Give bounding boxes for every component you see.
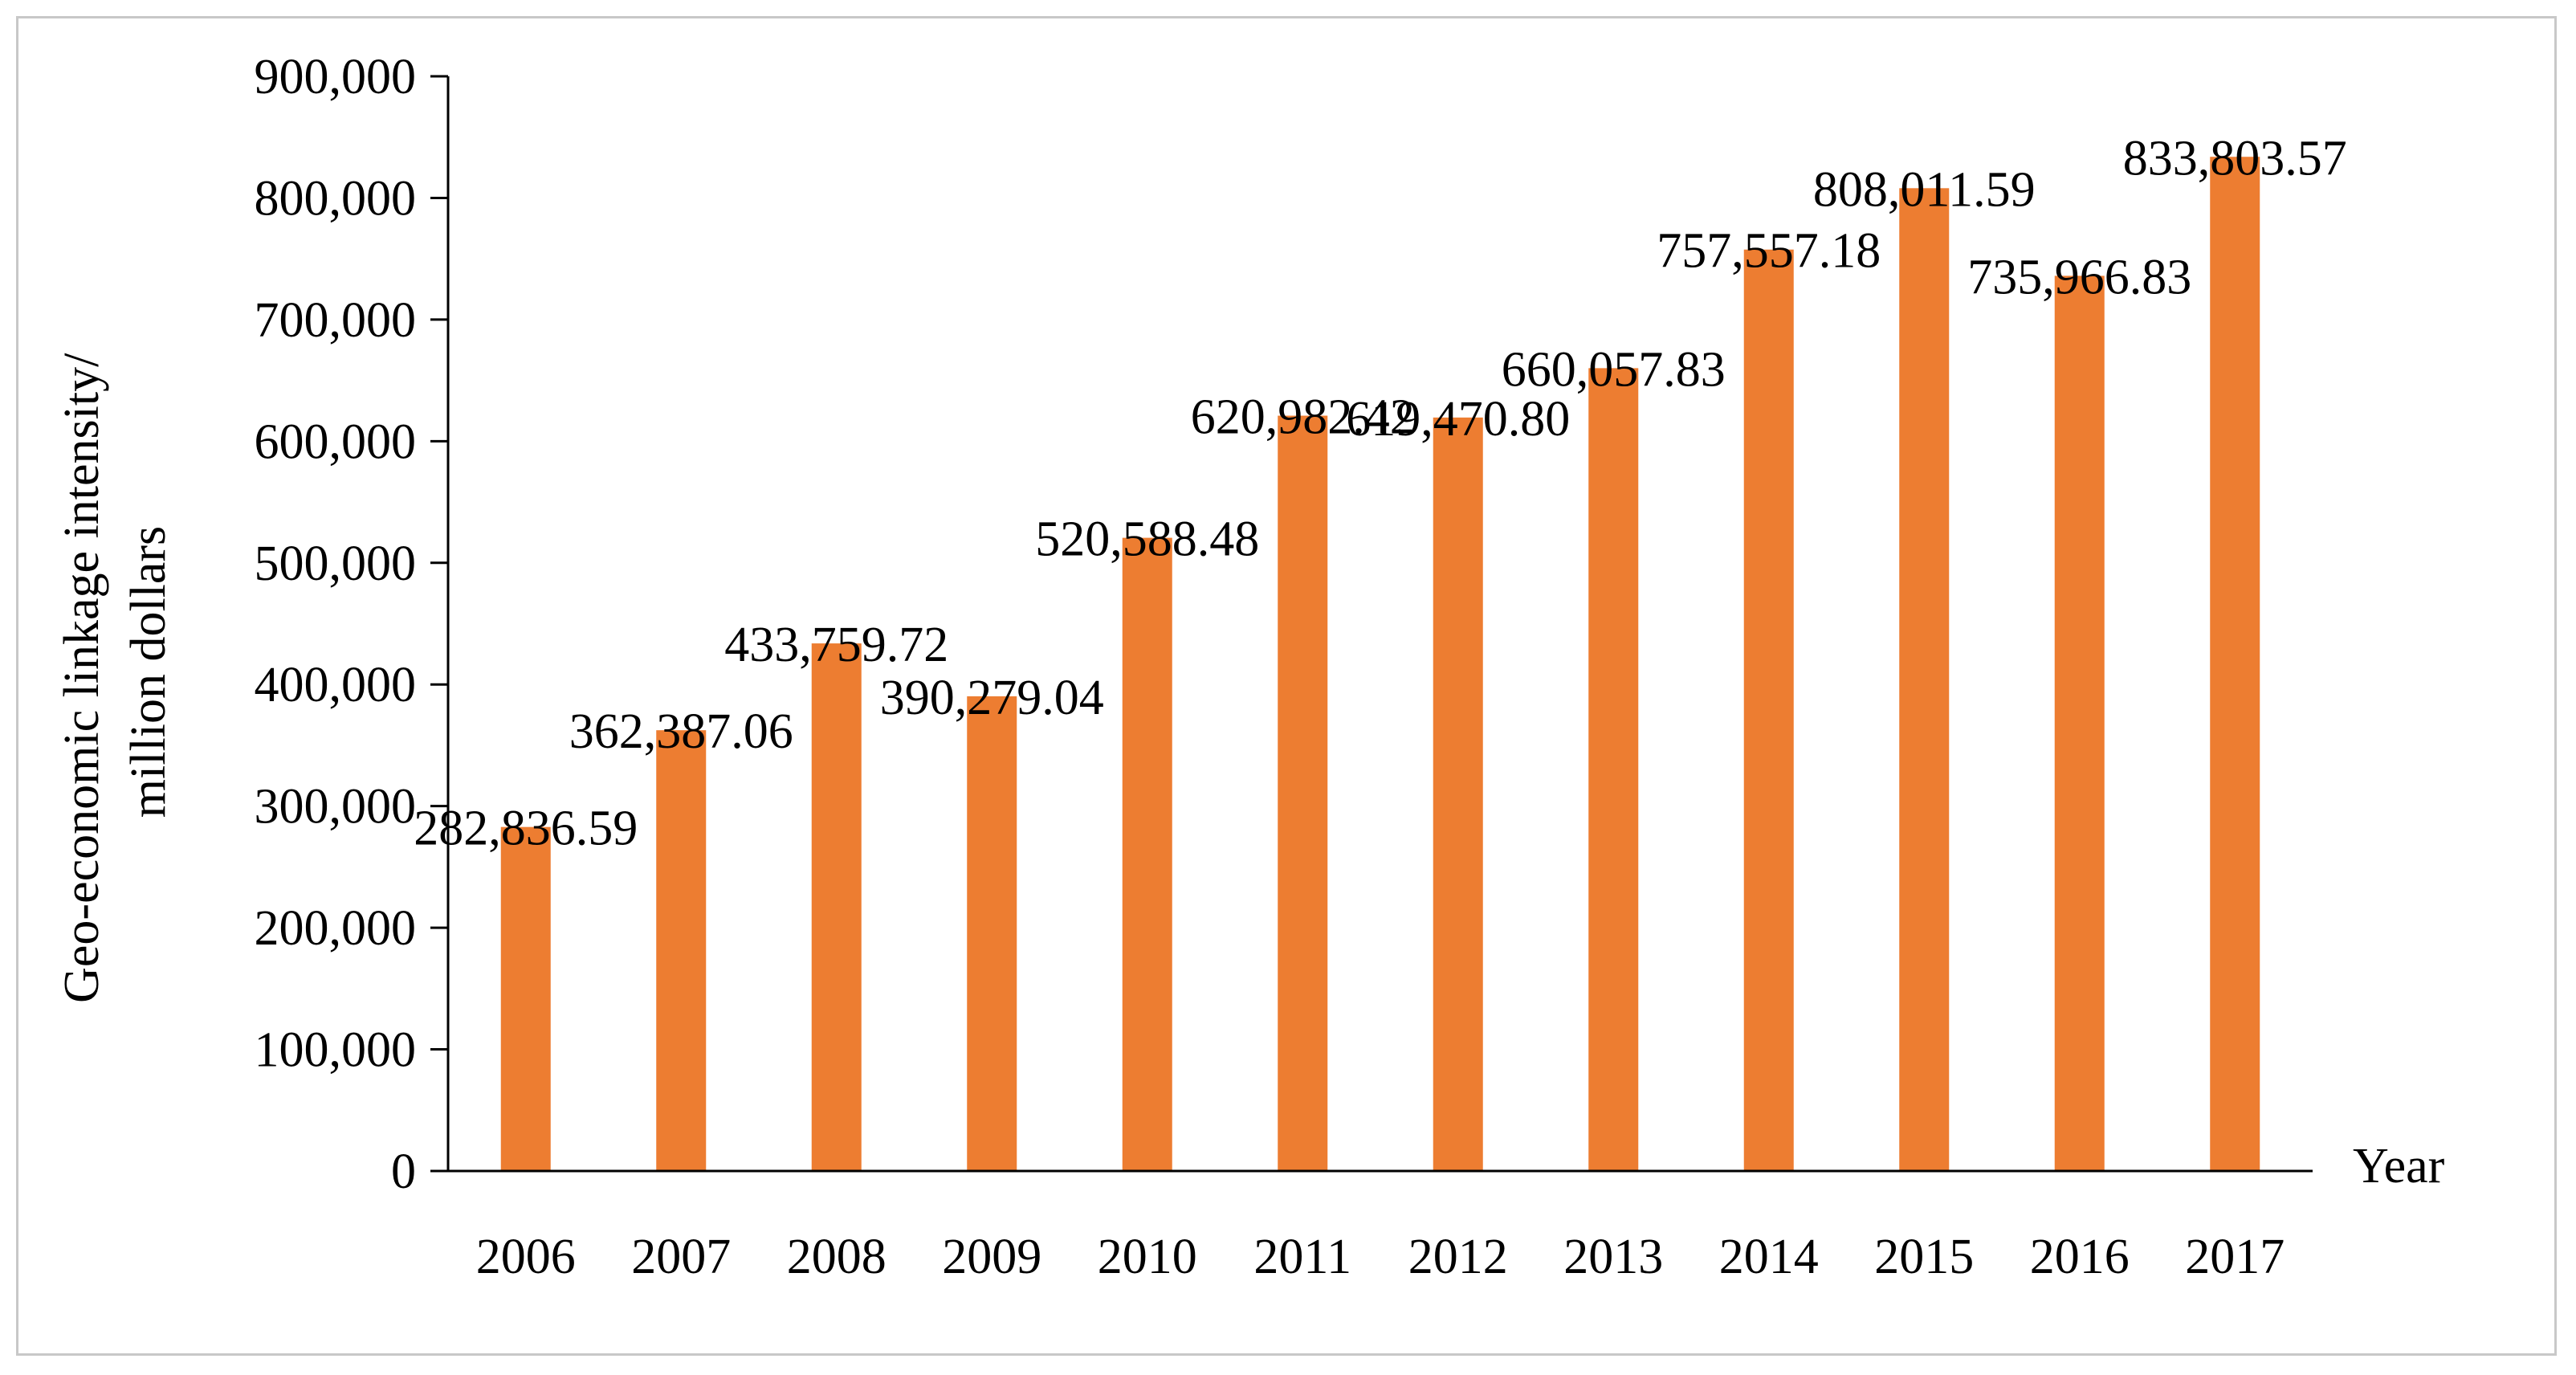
bar-2013 [1588,368,1639,1171]
y-tick-label: 300,000 [255,780,417,834]
y-tick-label: 0 [391,1144,416,1199]
y-tick-label: 400,000 [255,658,417,712]
bars-group [500,157,2260,1172]
x-tick-label: 2017 [2185,1230,2285,1284]
y-tick-label: 700,000 [255,293,417,348]
x-tick-label: 2015 [1874,1230,1974,1284]
x-tick-label: 2016 [2030,1230,2130,1284]
y-tick-label: 200,000 [255,901,417,956]
data-label: 390,279.04 [880,671,1104,725]
y-tick-label: 900,000 [255,50,417,104]
data-labels-group: 282,836.59 362,387.06 433,759.72390,279.04… [414,131,2347,855]
data-label: 735,966.83 [1967,250,2191,304]
x-tick-label: 2008 [787,1230,887,1284]
y-tick-label: 800,000 [255,171,417,226]
data-label: 282,836.59 [414,802,638,856]
y-tick-label: 500,000 [255,537,417,591]
axes-group [446,76,2313,1173]
x-tick-label: 2006 [476,1230,576,1284]
bar-2015 [1899,188,1950,1172]
data-label: 619,470.80 [1346,392,1570,447]
y-tick-label: 100,000 [255,1023,417,1078]
x-tick-label: 2007 [631,1230,731,1284]
bar-2010 [1122,537,1172,1171]
x-tick-label: 2014 [1719,1230,1819,1284]
bar-2007 [656,730,707,1171]
y-ticks-group: 0 100,000 200,000 300,000 400,000 500,000 600,… [255,50,448,1199]
data-label: 433,759.72 [724,618,948,672]
y-tick-label: 600,000 [255,414,417,469]
data-label: 660,057.83 [1502,342,1726,397]
x-tick-label: 2009 [942,1230,1041,1284]
bar-2016 [2054,275,2105,1171]
x-tick-label: 2013 [1563,1230,1663,1284]
data-label: 833,803.57 [2123,131,2347,186]
x-ticks-group: 2006 2007 2008 2009 2010 2011 2012 2013 2014 2015… [476,1230,2285,1284]
data-label: 620,982.42 [1191,390,1415,445]
bar-2017 [2210,157,2260,1171]
data-label: 362,387.06 [569,704,793,759]
x-tick-label: 2012 [1408,1230,1508,1284]
y-axis-title-line-1: Geo-economic linkage intensity/ [55,353,109,1003]
data-label: 757,557.18 [1657,224,1881,279]
x-tick-label: 2011 [1253,1230,1351,1284]
x-tick-label: 2010 [1098,1230,1197,1284]
bar-2008 [811,643,862,1171]
bar-2012 [1433,417,1483,1171]
bar-2006 [500,826,551,1171]
bar-2011 [1278,415,1328,1171]
data-label: 520,588.48 [1035,512,1259,567]
data-label: 808,011.59 [1813,162,2036,217]
bar-2009 [967,696,1017,1171]
y-axis-title: Geo-economic linkage intensity/ million … [55,341,176,1003]
y-axis-title-line-2: million dollars [121,526,176,818]
x-axis-title: Year [2353,1139,2445,1193]
bar-2014 [1743,249,1794,1172]
